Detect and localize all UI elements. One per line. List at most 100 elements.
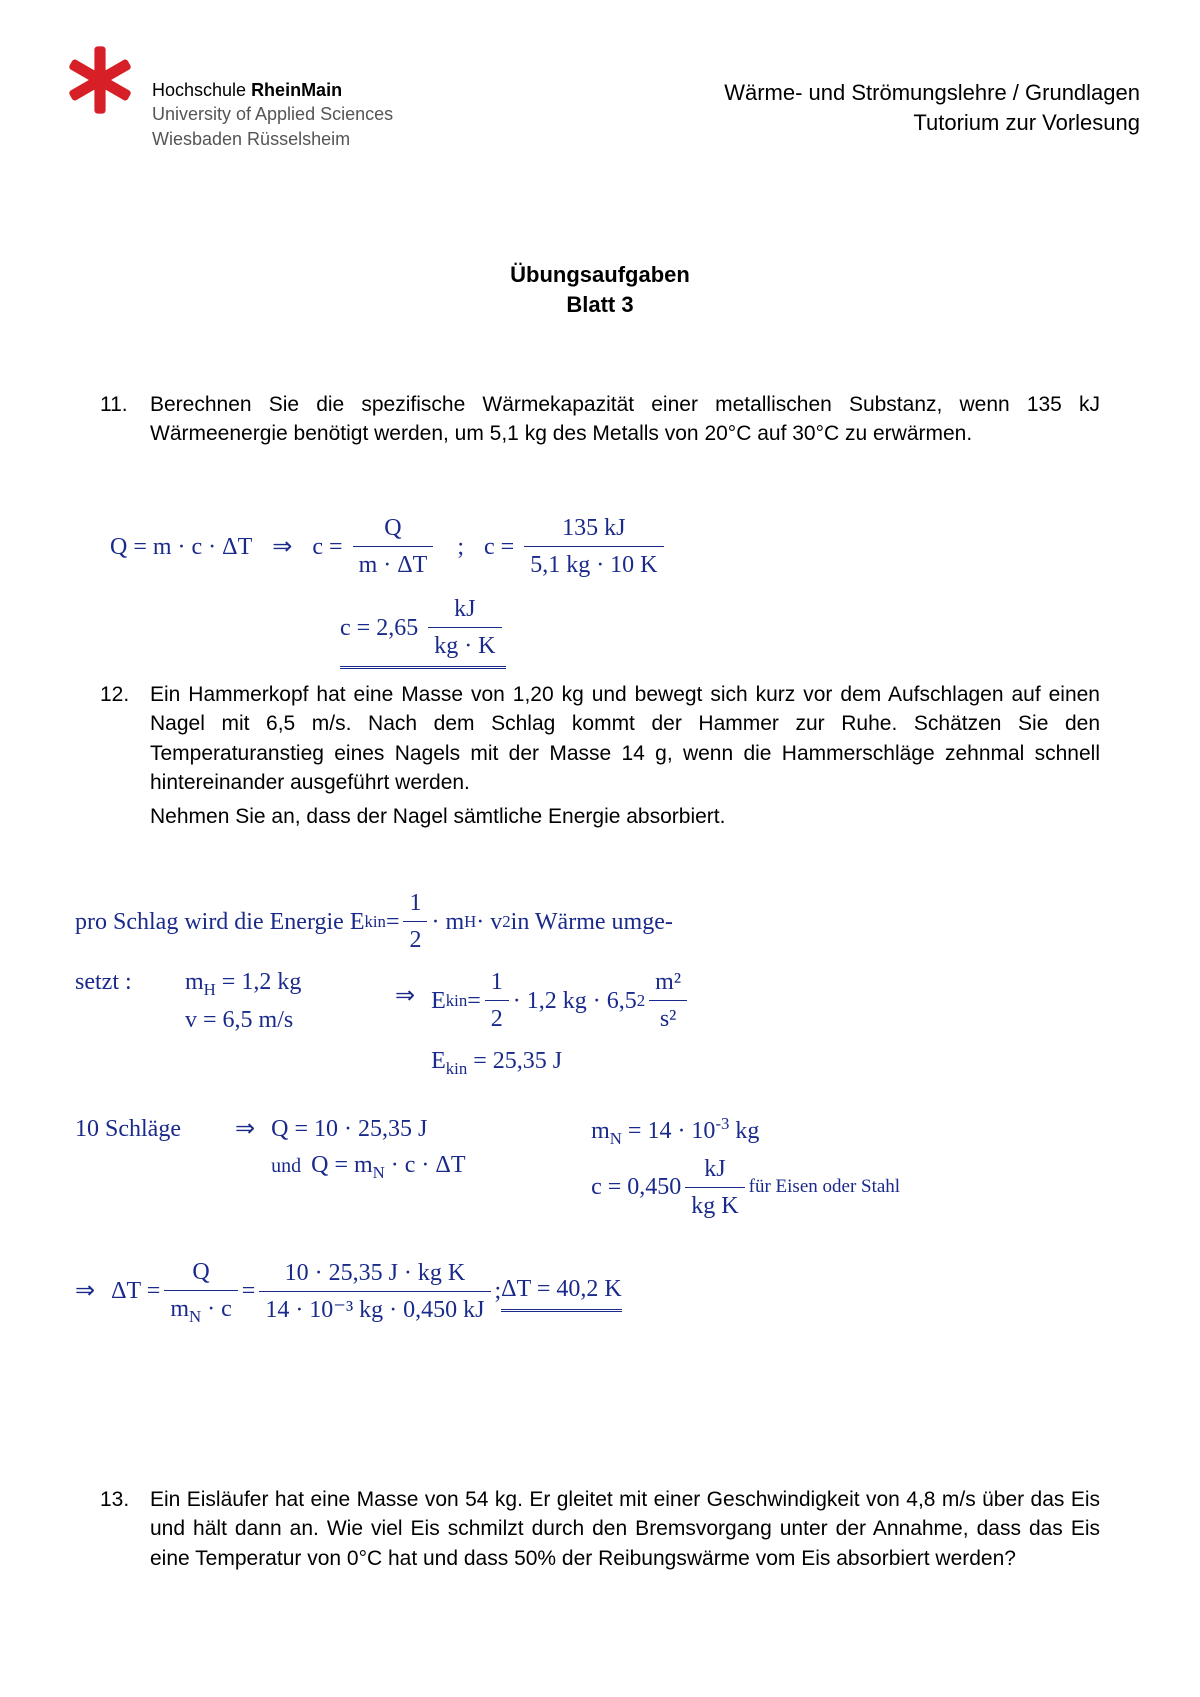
- problem-13: 13. Ein Eisläufer hat eine Masse von 54 …: [150, 1485, 1100, 1573]
- hw12-mN-unit: kg: [729, 1118, 759, 1144]
- page: Hochschule RheinMain University of Appli…: [0, 0, 1200, 1697]
- hw12-intro1d: · v: [476, 904, 502, 940]
- hw12-c-frac-d: kg K: [685, 1188, 744, 1224]
- hw11-result-prefix: c = 2,65: [340, 610, 418, 646]
- hw12-dT-frac2: 10 · 25,35 J · kg K 14 · 10⁻³ kg · 0,450…: [259, 1255, 490, 1328]
- hw12-ekin-body: · 1,2 kg · 6,5: [513, 983, 637, 1019]
- hw12-half-n2: 1: [485, 964, 509, 1001]
- hw12-mN-sub1: N: [373, 1163, 385, 1182]
- hw11-result: c = 2,65 kJ kg · K: [340, 591, 506, 669]
- hw12-q-eq1: Q = 10 · 25,35 J: [271, 1111, 591, 1147]
- hw12-given: mH = 1,2 kg v = 6,5 m/s: [185, 964, 395, 1038]
- hw12-ekin-result: = 25,35 J: [467, 1048, 562, 1074]
- hw12-dT-eq: =: [242, 1273, 256, 1309]
- hw12-q-block: Q = 10 · 25,35 J und Q = mN · c · ΔT: [271, 1111, 591, 1185]
- hw12-ms2-n: m²: [649, 964, 687, 1001]
- hw12-ekin-sub3: kin: [446, 1059, 467, 1078]
- hw12-arrow2: ⇒: [395, 978, 415, 1014]
- hw12-arrow4: ⇒: [75, 1273, 95, 1309]
- handwriting-11: Q = m · c · ΔT ⇒ c = Q m · ΔT ; c = 135 …: [110, 510, 1120, 669]
- problem-11: 11. Berechnen Sie die spezifische Wärmek…: [150, 390, 1100, 449]
- hw12-ekin-sub1: kin: [364, 909, 385, 934]
- university-text: Hochschule RheinMain University of Appli…: [152, 78, 393, 151]
- hw12-dT-sep: ;: [495, 1273, 502, 1309]
- title-line-1: Übungsaufgaben: [0, 260, 1200, 290]
- hw12-line4: ⇒ ΔT = Q mN · c = 10 · 25,35 J · kg K 14…: [75, 1254, 1150, 1329]
- hw11-frac1-d: m · ΔT: [353, 547, 434, 583]
- hw12-intro1c: · m: [431, 904, 464, 940]
- hw12-dT-f2-d: 14 · 10⁻³ kg · 0,450 kJ: [259, 1292, 490, 1328]
- hw12-c-frac-n: kJ: [685, 1151, 744, 1188]
- hw11-result-frac: kJ kg · K: [428, 591, 501, 664]
- hw12-ekin-calc: Ekin = 12 · 1,2 kg · 6,52 m²s² Ekin = 25…: [431, 964, 691, 1081]
- hw12-ekin-prefix: E: [431, 983, 446, 1019]
- hw12-dT-f1-d: mN · c: [164, 1291, 237, 1329]
- hw12-mN-exp: -3: [715, 1114, 729, 1133]
- hw12-mN-sub2: N: [610, 1129, 622, 1148]
- hw12-mH-sub2: H: [204, 980, 216, 999]
- hw11-line1: Q = m · c · ΔT ⇒ c = Q m · ΔT ; c = 135 …: [110, 510, 1120, 583]
- uni-name-light: Hochschule: [152, 80, 251, 100]
- hw12-dT-prefix: ΔT =: [111, 1273, 160, 1309]
- problem-13-number: 13.: [100, 1485, 129, 1514]
- hw12-dT-mN-sub: N: [189, 1307, 201, 1326]
- hw12-ms2: m²s²: [649, 964, 687, 1037]
- hw12-q-eq2b: · c · ΔT: [385, 1152, 466, 1178]
- title-block: Übungsaufgaben Blatt 3: [0, 260, 1200, 319]
- hw11-line2: c = 2,65 kJ kg · K: [340, 591, 1120, 669]
- uni-subtitle-1: University of Applied Sciences: [152, 102, 393, 126]
- hw12-c-note: für Eisen oder Stahl: [749, 1173, 900, 1202]
- hw12-v-val: v = 6,5 m/s: [185, 1002, 395, 1038]
- problem-12-text2: Nehmen Sie an, dass der Nagel sämtliche …: [150, 802, 1100, 831]
- problem-12-text: Ein Hammerkopf hat eine Masse von 1,20 k…: [150, 683, 1100, 794]
- problem-11-text: Berechnen Sie die spezifische Wärmekapaz…: [150, 393, 1100, 445]
- hw11-sep: ;: [457, 529, 464, 565]
- hw11-frac1: Q m · ΔT: [353, 510, 434, 583]
- hw12-c-label: c = 0,450: [591, 1169, 681, 1205]
- hw12-und: und: [271, 1151, 301, 1181]
- hw12-dT-frac1: Q mN · c: [164, 1254, 237, 1329]
- problem-11-number: 11.: [100, 390, 128, 419]
- title-line-2: Blatt 3: [0, 290, 1200, 320]
- hw12-ekin-eq: =: [467, 983, 481, 1019]
- logo-block: Hochschule RheinMain University of Appli…: [60, 50, 393, 151]
- hw12-ms2-d: s²: [649, 1001, 687, 1037]
- uni-name: Hochschule RheinMain: [152, 78, 393, 102]
- hw12-ekin-prefix2: E: [431, 1048, 446, 1074]
- hw11-frac2-n: 135 kJ: [524, 510, 663, 547]
- problem-13-text: Ein Eisläufer hat eine Masse von 54 kg. …: [150, 1488, 1100, 1570]
- header: Hochschule RheinMain University of Appli…: [60, 50, 1140, 151]
- uni-name-bold: RheinMain: [251, 80, 342, 100]
- hw12-dT-f1-d-c: · c: [201, 1296, 232, 1322]
- hw11-frac1-n: Q: [353, 510, 434, 547]
- hw12-half-frac2: 12: [485, 964, 509, 1037]
- hw12-mH-val: = 1,2 kg: [216, 969, 302, 995]
- hw12-dT-f2-n: 10 · 25,35 J · kg K: [259, 1255, 490, 1292]
- hw12-half-frac: 12: [403, 885, 427, 958]
- hw11-arrow1: ⇒: [272, 529, 292, 565]
- hw11-result-frac-n: kJ: [428, 591, 501, 628]
- course-block: Wärme- und Strömungslehre / Grundlagen T…: [724, 78, 1140, 137]
- hw12-mN-label: m: [591, 1118, 610, 1144]
- course-line-2: Tutorium zur Vorlesung: [724, 108, 1140, 138]
- hw12-line2: setzt : mH = 1,2 kg v = 6,5 m/s ⇒ Ekin =…: [75, 964, 1150, 1081]
- hw11-c-eq-2: c =: [484, 529, 514, 565]
- hw12-intro1: pro Schlag wird die Energie E: [75, 904, 364, 940]
- hw12-dT-f1-n: Q: [164, 1254, 237, 1291]
- hw12-dT-result: ΔT = 40,2 K: [501, 1271, 622, 1312]
- hw12-mH-sub1: H: [464, 909, 476, 934]
- problem-12-number: 12.: [100, 680, 129, 709]
- hw12-q-eq2: Q = m: [311, 1152, 373, 1178]
- hw12-v2-sup: 2: [502, 909, 510, 934]
- hw11-eq1: Q = m · c · ΔT: [110, 529, 252, 565]
- hw11-frac2: 135 kJ 5,1 kg · 10 K: [524, 510, 663, 583]
- hw11-frac2-d: 5,1 kg · 10 K: [524, 547, 663, 583]
- hw12-half-n: 1: [403, 885, 427, 922]
- hw12-intro1e: in Wärme umge-: [511, 904, 673, 940]
- hw11-c-eq-1: c =: [312, 529, 342, 565]
- problem-12: 12. Ein Hammerkopf hat eine Masse von 1,…: [150, 680, 1100, 831]
- hw12-mH-label: m: [185, 969, 204, 995]
- hw12-half-d2: 2: [485, 1001, 509, 1037]
- hw12-dT-f1-d-m: m: [170, 1296, 189, 1322]
- hw12-half-d: 2: [403, 922, 427, 958]
